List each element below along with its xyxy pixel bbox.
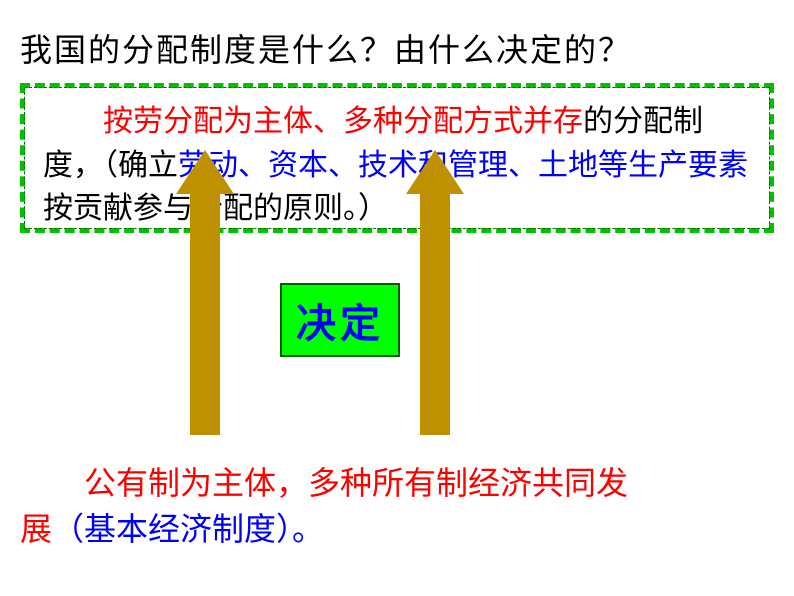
arrow-left xyxy=(190,190,220,435)
box-text-red: 按劳分配为主体、多种分配方式并存 xyxy=(103,105,583,138)
distribution-system-box: 按劳分配为主体、多种分配方式并存的分配制度，（确立劳动、资本、技术和管理、土地等… xyxy=(20,83,774,233)
bottom-red-a: 公有制为主体，多种所有制经济共同发 xyxy=(84,465,628,501)
bottom-blue: （基本经济制度）。 xyxy=(52,511,324,547)
arrow-right xyxy=(420,190,450,435)
bottom-red-b: 展 xyxy=(20,511,52,547)
ownership-system-text: 公有制为主体，多种所有制经济共同发展（基本经济制度）。 xyxy=(20,460,774,553)
decide-label: 决定 xyxy=(280,283,400,357)
slide-title: 我国的分配制度是什么？由什么决定的？ xyxy=(20,25,632,71)
slide-container: 我国的分配制度是什么？由什么决定的？ 按劳分配为主体、多种分配方式并存的分配制度… xyxy=(0,0,794,596)
